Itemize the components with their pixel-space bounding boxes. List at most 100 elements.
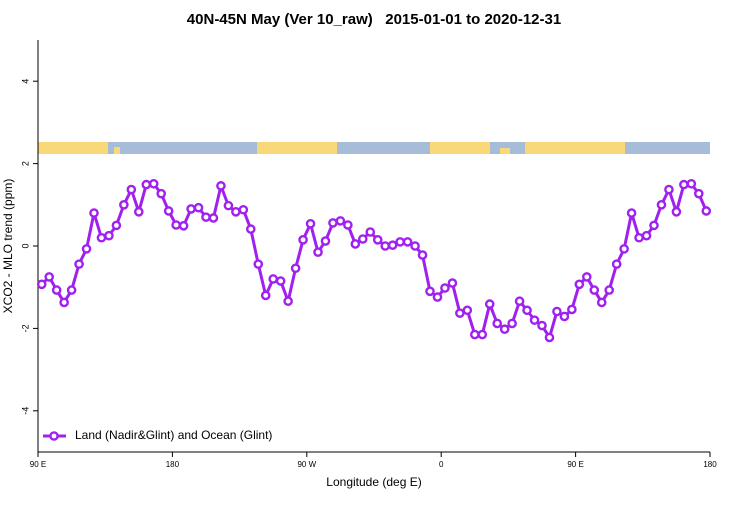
point (596, 297, 607, 308)
y-axis-label: XCO2 - MLO trend (ppm) (1, 179, 15, 314)
point (402, 237, 413, 247)
point (223, 200, 234, 211)
point (671, 207, 682, 217)
point (81, 244, 92, 254)
land-band (500, 148, 510, 154)
legend-marker (49, 431, 59, 441)
y-tick-label: 2 (20, 161, 30, 166)
point (395, 237, 405, 247)
point (372, 235, 383, 245)
land-band (525, 142, 625, 154)
point (350, 239, 361, 249)
point (305, 218, 316, 229)
point (343, 220, 353, 230)
chart-title: 40N-45N May (Ver 10_raw) 2015-01-01 to 2… (187, 11, 561, 28)
point (507, 318, 517, 329)
point (686, 178, 697, 189)
point (66, 285, 77, 295)
point (163, 206, 174, 216)
point (171, 220, 181, 230)
point (141, 179, 152, 190)
point (604, 285, 615, 295)
land-band (257, 142, 337, 154)
point (201, 212, 211, 222)
y-tick-label: 4 (20, 79, 30, 84)
point (634, 232, 644, 243)
point (410, 241, 420, 251)
point (656, 199, 667, 210)
point (440, 283, 450, 293)
point (514, 296, 525, 307)
point (231, 207, 241, 217)
point (380, 241, 391, 251)
land-band (430, 142, 490, 154)
point (96, 232, 107, 243)
point (432, 292, 443, 302)
point (186, 204, 196, 214)
point (320, 236, 331, 246)
y-tick-label: -4 (20, 407, 30, 415)
point (156, 188, 166, 199)
point (694, 188, 704, 199)
land-band (114, 147, 120, 154)
point (193, 202, 204, 213)
point (641, 230, 652, 241)
point (275, 276, 286, 286)
point (178, 221, 189, 231)
point (208, 213, 219, 223)
point (357, 234, 368, 244)
point (89, 208, 99, 218)
point (559, 311, 570, 322)
point (290, 263, 301, 274)
point (335, 216, 346, 226)
point (574, 279, 585, 290)
x-tick-label: 90 W (297, 460, 316, 469)
point (425, 286, 435, 297)
point (492, 318, 503, 329)
x-tick-label: 90 E (567, 460, 583, 469)
point (260, 290, 271, 301)
point (328, 218, 338, 228)
y-tick-label: -2 (20, 324, 30, 332)
point (619, 244, 629, 254)
point (522, 305, 532, 316)
point (126, 184, 137, 195)
x-tick-label: 180 (166, 460, 180, 469)
point (104, 230, 114, 241)
point (283, 296, 293, 307)
point (133, 207, 144, 217)
point (567, 304, 577, 315)
x-tick-label: 90 E (30, 460, 46, 469)
point (74, 259, 84, 269)
y-tick-label: 0 (20, 243, 30, 248)
point (701, 206, 712, 216)
point (59, 297, 69, 308)
point (36, 279, 47, 290)
x-tick-label: 180 (703, 460, 717, 469)
land-band (38, 142, 108, 154)
series-line (40, 180, 708, 342)
point (148, 178, 159, 189)
x-tick-label: 0 (439, 460, 444, 469)
point (51, 285, 62, 295)
point (529, 315, 540, 325)
point (582, 272, 592, 282)
surface-band (38, 142, 710, 154)
point (216, 181, 226, 191)
point (365, 227, 376, 237)
point (544, 332, 555, 343)
point (469, 329, 480, 340)
point (679, 179, 689, 190)
point (484, 299, 495, 309)
point (44, 272, 55, 282)
point (626, 208, 637, 218)
point (589, 285, 600, 295)
point (477, 329, 488, 340)
point (111, 220, 122, 231)
point (387, 240, 398, 250)
point (245, 224, 256, 234)
point (253, 259, 264, 269)
point (499, 324, 510, 335)
point (119, 199, 129, 210)
